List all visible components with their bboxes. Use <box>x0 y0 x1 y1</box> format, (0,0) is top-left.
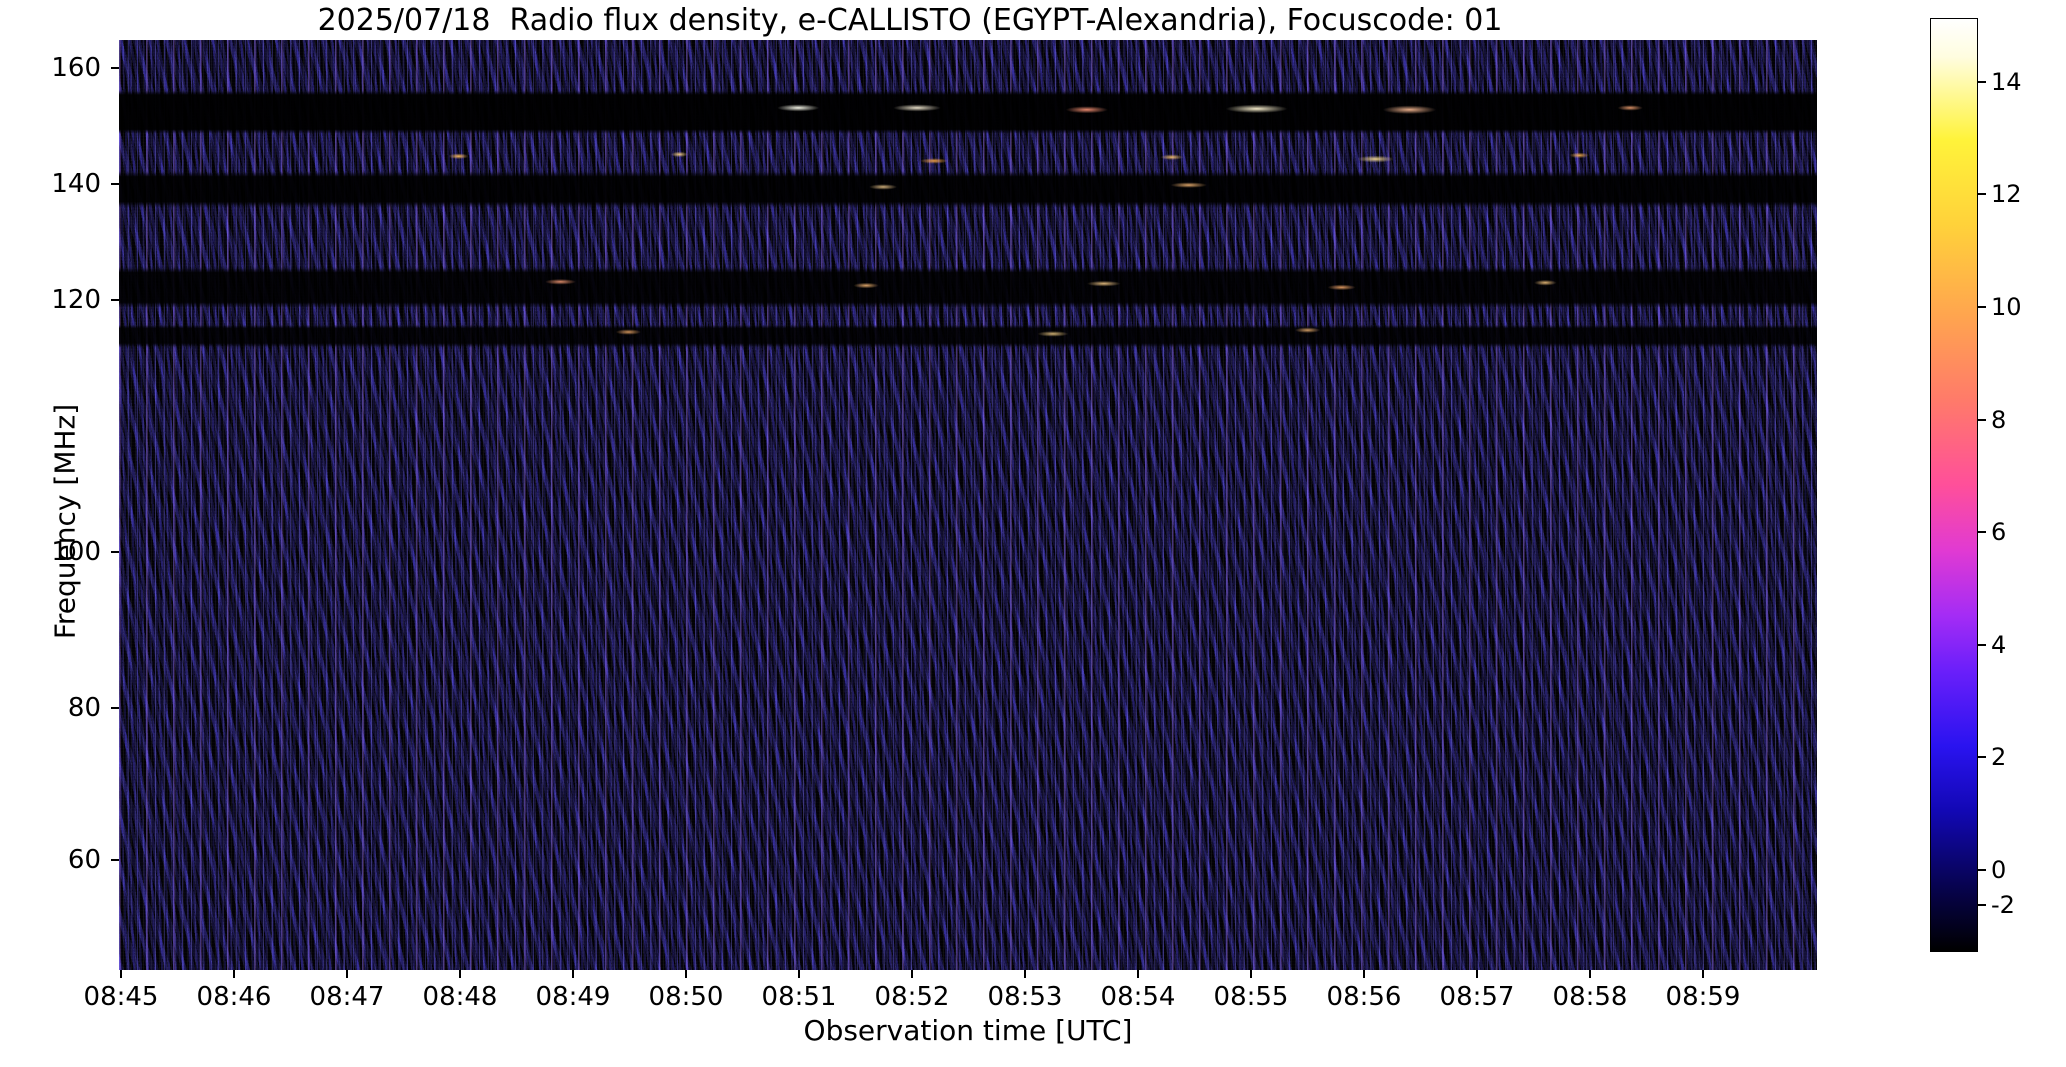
colorbar-tick-label: 10 <box>1991 293 2022 321</box>
x-axis-tick <box>685 970 687 978</box>
colorbar-tick <box>1978 193 1986 195</box>
colorbar-gradient <box>1931 19 1977 951</box>
colorbar-tick-label: 14 <box>1991 68 2022 96</box>
colorbar-tick-label: 2 <box>1991 743 2007 771</box>
y-axis-tick-label: 100 <box>51 537 101 567</box>
y-axis: 160 140 120 100 80 60 <box>0 0 119 1067</box>
x-axis-tick <box>1363 970 1365 978</box>
y-axis-tick <box>111 67 119 69</box>
colorbar-tick <box>1978 306 1986 308</box>
y-axis-label: Frequency [MHz] <box>48 403 82 640</box>
x-axis-tick <box>459 970 461 978</box>
x-axis-tick-label: 08:52 <box>874 982 950 1012</box>
y-axis-tick <box>111 551 119 553</box>
colorbar-tick-label: 6 <box>1991 518 2007 546</box>
x-axis-tick <box>1589 970 1591 978</box>
x-axis-tick-label: 08:57 <box>1439 982 1515 1012</box>
colorbar-tick-label: 12 <box>1991 180 2022 208</box>
x-axis-tick <box>798 970 800 978</box>
x-axis-tick-label: 08:47 <box>309 982 385 1012</box>
x-axis-tick <box>233 970 235 978</box>
colorbar-tick-label: -2 <box>1991 891 2015 919</box>
x-axis: 08:45 08:46 08:47 08:48 08:49 08:50 08:51 08:52… <box>0 970 2066 1030</box>
colorbar-tick <box>1978 531 1986 533</box>
y-axis-tick-label: 160 <box>51 53 101 83</box>
x-axis-tick <box>346 970 348 978</box>
x-axis-tick-label: 08:55 <box>1213 982 1289 1012</box>
x-axis-tick <box>1250 970 1252 978</box>
x-axis-tick <box>1702 970 1704 978</box>
colorbar-tick <box>1978 869 1986 871</box>
y-axis-tick-label: 120 <box>51 285 101 315</box>
y-axis-tick <box>111 183 119 185</box>
y-axis-tick-label: 80 <box>67 693 101 723</box>
x-axis-tick <box>1024 970 1026 978</box>
x-axis-tick-label: 08:50 <box>648 982 724 1012</box>
y-axis-tick <box>111 299 119 301</box>
x-axis-tick-label: 08:53 <box>987 982 1063 1012</box>
colorbar <box>1930 18 1978 952</box>
x-axis-tick-label: 08:46 <box>196 982 272 1012</box>
x-axis-tick-label: 08:51 <box>761 982 837 1012</box>
colorbar-tick <box>1978 756 1986 758</box>
colorbar-tick <box>1978 81 1986 83</box>
page-title: 2025/07/18 Radio flux density, e-CALLIST… <box>317 3 1503 38</box>
x-axis-label: Observation time [UTC] <box>803 1014 1133 1047</box>
x-axis-tick <box>911 970 913 978</box>
spectrogram-bright-rfi-layer <box>119 40 1817 970</box>
y-axis-tick <box>111 707 119 709</box>
y-axis-tick-label: 60 <box>67 845 101 875</box>
x-axis-tick <box>1476 970 1478 978</box>
colorbar-axis: -2 0 2 4 6 8 10 12 14 <box>1978 0 2066 1067</box>
x-axis-tick <box>1137 970 1139 978</box>
x-axis-tick-label: 08:49 <box>535 982 611 1012</box>
x-axis-tick <box>572 970 574 978</box>
colorbar-tick-label: 0 <box>1991 856 2007 884</box>
x-axis-tick-label: 08:56 <box>1326 982 1402 1012</box>
colorbar-tick <box>1978 419 1986 421</box>
spectrogram-plot-area <box>119 40 1817 970</box>
y-axis-tick <box>111 859 119 861</box>
colorbar-tick-label: 8 <box>1991 406 2007 434</box>
x-axis-tick-label: 08:48 <box>422 982 498 1012</box>
y-axis-tick-label: 140 <box>51 169 101 199</box>
x-axis-tick-label: 08:59 <box>1665 982 1741 1012</box>
x-axis-tick <box>120 970 122 978</box>
x-axis-tick-label: 08:45 <box>83 982 159 1012</box>
x-axis-tick-label: 08:58 <box>1552 982 1628 1012</box>
colorbar-tick <box>1978 644 1986 646</box>
x-axis-tick-label: 08:54 <box>1100 982 1176 1012</box>
colorbar-tick <box>1978 904 1986 906</box>
colorbar-tick-label: 4 <box>1991 631 2007 659</box>
